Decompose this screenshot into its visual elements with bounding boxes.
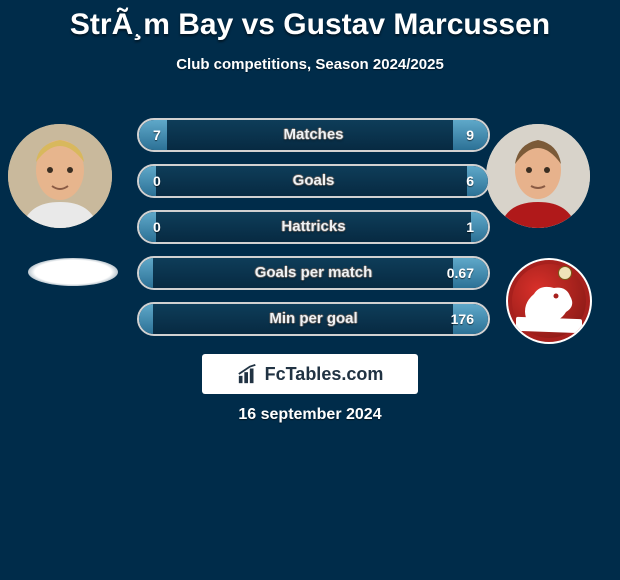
- stat-value-right: 9: [466, 120, 474, 150]
- stat-value-right: 1: [466, 212, 474, 242]
- avatar-svg: [8, 124, 112, 228]
- stat-label: Hattricks: [139, 212, 488, 242]
- player-left-avatar: [8, 124, 112, 228]
- date-text: 16 september 2024: [0, 406, 620, 424]
- stat-value-right: 0.67: [447, 258, 474, 288]
- stat-row-goals: 0 Goals 6: [137, 164, 490, 198]
- stat-row-goals-per-match: Goals per match 0.67: [137, 256, 490, 290]
- brand-text: FcTables.com: [265, 364, 384, 385]
- player-right-avatar: [486, 124, 590, 228]
- stat-label: Goals: [139, 166, 488, 196]
- club-left-logo: [28, 258, 118, 286]
- stat-label: Goals per match: [139, 258, 488, 288]
- bar-chart-icon: [237, 363, 259, 385]
- brand-badge[interactable]: FcTables.com: [202, 354, 418, 394]
- stat-row-matches: 7 Matches 9: [137, 118, 490, 152]
- stat-label: Matches: [139, 120, 488, 150]
- subtitle: Club competitions, Season 2024/2025: [0, 56, 620, 73]
- stat-value-right: 6: [466, 166, 474, 196]
- avatar-svg: [486, 124, 590, 228]
- stat-label: Min per goal: [139, 304, 488, 334]
- page-title: StrÃ¸m Bay vs Gustav Marcussen: [0, 0, 620, 42]
- stat-row-hattricks: 0 Hattricks 1: [137, 210, 490, 244]
- stat-value-right: 176: [451, 304, 474, 334]
- stats-container: 7 Matches 9 0 Goals 6 0 Hattricks 1 Goal…: [137, 118, 490, 348]
- stat-row-min-per-goal: Min per goal 176: [137, 302, 490, 336]
- club-right-logo: [506, 258, 592, 344]
